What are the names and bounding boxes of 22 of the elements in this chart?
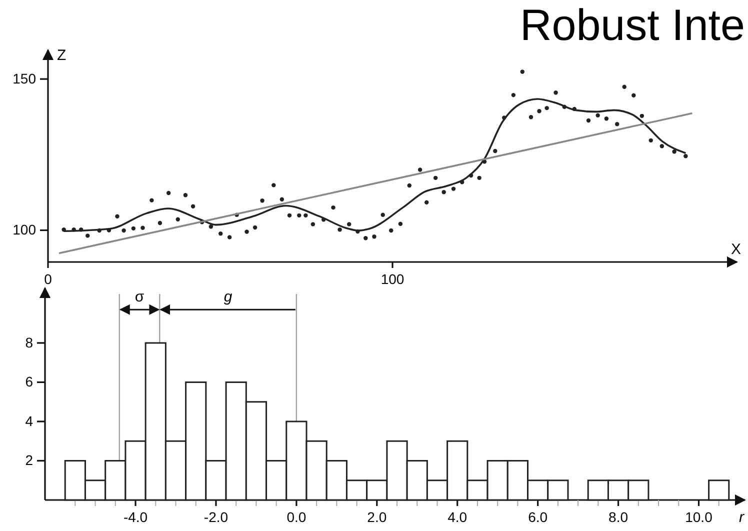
y-tick-label: 100	[12, 222, 36, 238]
x-tick-label: 0	[44, 270, 52, 287]
x-tick-label: 8.0	[608, 508, 628, 525]
y-tick-label: 150	[12, 70, 36, 87]
annotation: g	[224, 288, 233, 306]
x-tick-label: 6.0	[528, 508, 548, 525]
y-axis-title: Z	[57, 47, 66, 64]
x-tick-label: -2.0	[204, 508, 228, 525]
line-series	[62, 98, 687, 232]
annotation: σ	[134, 288, 145, 306]
y-tick-label: 4	[25, 412, 34, 429]
chart-title: Robust Inte	[520, 1, 745, 50]
x-axis-title: r	[739, 509, 745, 526]
x-tick-label: 10.0	[685, 508, 713, 525]
x-tick-label: 0.0	[286, 508, 306, 525]
y-tick-label: 2	[25, 452, 34, 468]
x-tick-label: 4.0	[448, 508, 468, 525]
x-tick-label: 2.0	[367, 508, 387, 525]
x-axis-title: X	[731, 241, 742, 258]
y-tick-label: 6	[25, 374, 34, 390]
y-tick-label: 8	[25, 334, 34, 350]
x-tick-label: -4.0	[123, 508, 148, 525]
